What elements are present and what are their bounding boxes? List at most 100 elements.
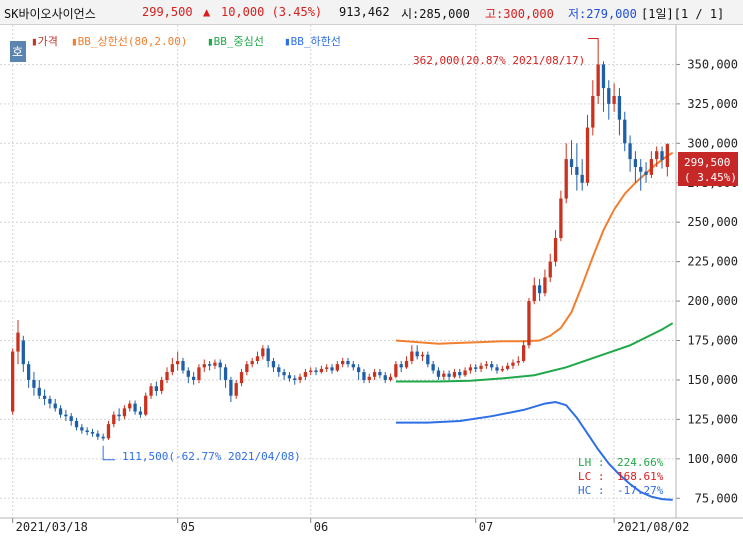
- candle-body: [575, 166, 579, 175]
- candle-body: [479, 365, 483, 369]
- candle-body: [314, 370, 318, 373]
- candle-body: [564, 159, 568, 199]
- candle-body: [309, 370, 313, 373]
- y-tick-label: 75,000: [695, 491, 738, 505]
- candle-body: [569, 159, 574, 167]
- stat-hc-value: -17.27%: [617, 484, 664, 497]
- candle-body: [26, 364, 31, 380]
- low-annotation: 111,500(-62.77% 2021/04/08): [122, 450, 301, 463]
- candle-body: [495, 367, 499, 371]
- current-price-tag: 299,500 ( 3.45%): [678, 152, 738, 186]
- candle-body: [335, 364, 339, 371]
- candle-body: [511, 362, 515, 366]
- candle-body: [415, 351, 419, 357]
- candle-body: [16, 332, 20, 352]
- candle-body: [112, 414, 116, 425]
- current-price: 299,500: [142, 5, 193, 19]
- high-price: 고:300,000: [485, 7, 554, 21]
- candle-body: [133, 403, 137, 412]
- price-tag-pct: ( 3.45%): [684, 171, 737, 184]
- stat-lh-label: LH :: [578, 456, 605, 469]
- candle-body: [420, 354, 425, 357]
- candle-body: [596, 64, 600, 96]
- candle-body: [356, 367, 361, 373]
- candle-body: [325, 367, 329, 369]
- candle-body: [399, 364, 403, 368]
- candle-body: [287, 375, 292, 379]
- low-annotation-leader: [102, 445, 116, 461]
- candle-body: [298, 376, 302, 380]
- y-tick-label: 325,000: [687, 97, 738, 111]
- x-tick-label: 2021/08/02: [617, 520, 689, 534]
- y-tick-label: 300,000: [687, 136, 738, 150]
- x-tick-label: 07: [479, 520, 493, 534]
- open-price: 시:285,000: [401, 7, 470, 21]
- candle-body: [64, 414, 68, 417]
- high-annotation: 362,000(20.87% 2021/08/17): [413, 54, 585, 67]
- x-tick-label: 05: [181, 520, 195, 534]
- candle-body: [559, 198, 563, 238]
- candle-body: [468, 367, 473, 371]
- candle-body: [234, 383, 238, 396]
- candle-body: [101, 436, 105, 439]
- candle-body: [591, 95, 595, 128]
- candle-body: [261, 348, 265, 357]
- candle-body: [527, 301, 531, 346]
- candle-body: [665, 144, 669, 167]
- chart-badge[interactable]: [10, 41, 26, 62]
- candle-body: [122, 408, 127, 417]
- candle-body: [426, 354, 430, 365]
- candle-body: [282, 372, 286, 376]
- candle-body: [58, 408, 63, 415]
- candle-body: [532, 285, 536, 302]
- y-tick-label: 350,000: [687, 57, 738, 71]
- candle-body: [149, 386, 153, 396]
- candle-body: [543, 277, 547, 294]
- candle-body: [239, 372, 244, 384]
- candle-body: [303, 372, 308, 377]
- quote-header: SK바이오사이언스 299,500 ▲ 10,000 (3.45%) 913,4…: [0, 0, 743, 25]
- candle-body: [649, 159, 654, 175]
- y-tick-label: 200,000: [687, 294, 738, 308]
- candle-body: [37, 387, 41, 396]
- candle-body: [11, 351, 15, 412]
- candle-body: [346, 361, 350, 365]
- up-arrow-icon: ▲: [203, 5, 211, 19]
- x-tick-label: 06: [314, 520, 328, 534]
- candle-body: [138, 411, 143, 415]
- candle-body: [53, 403, 57, 409]
- candle-body: [330, 367, 334, 371]
- high-annotation-leader: [588, 38, 599, 46]
- candle-body: [106, 424, 111, 439]
- candle-body: [612, 95, 616, 104]
- candle-body: [383, 375, 387, 380]
- stat-lc-label: LC :: [578, 470, 605, 483]
- candle-body: [633, 159, 638, 167]
- y-tick-label: 150,000: [687, 373, 738, 387]
- candle-body: [223, 367, 228, 380]
- candle-body: [607, 88, 611, 104]
- candle-body: [69, 416, 73, 421]
- candle-body: [213, 362, 217, 366]
- stock-name: SK바이오사이언스: [4, 7, 96, 21]
- period-indicator[interactable]: [1일][1 / 1]: [641, 7, 725, 21]
- candle-body: [90, 432, 95, 434]
- candle-body: [186, 370, 190, 377]
- candle-body: [484, 364, 489, 366]
- candle-body: [255, 356, 260, 362]
- legend-bb-upper: ▮BB_상한선(80,2.00): [71, 35, 187, 48]
- candle-body: [229, 379, 233, 396]
- candle-body: [80, 427, 84, 431]
- candle-body: [85, 430, 89, 433]
- candle-body: [207, 364, 212, 366]
- candle-body: [628, 143, 632, 160]
- candle-body: [266, 348, 270, 362]
- candle-body: [218, 362, 222, 368]
- candle-body: [639, 166, 643, 172]
- y-tick-label: 100,000: [687, 452, 738, 466]
- candle-body: [490, 364, 494, 368]
- candle-body: [144, 395, 148, 415]
- candle-body: [394, 364, 398, 377]
- candle-body: [181, 361, 185, 371]
- candle-body: [585, 127, 590, 183]
